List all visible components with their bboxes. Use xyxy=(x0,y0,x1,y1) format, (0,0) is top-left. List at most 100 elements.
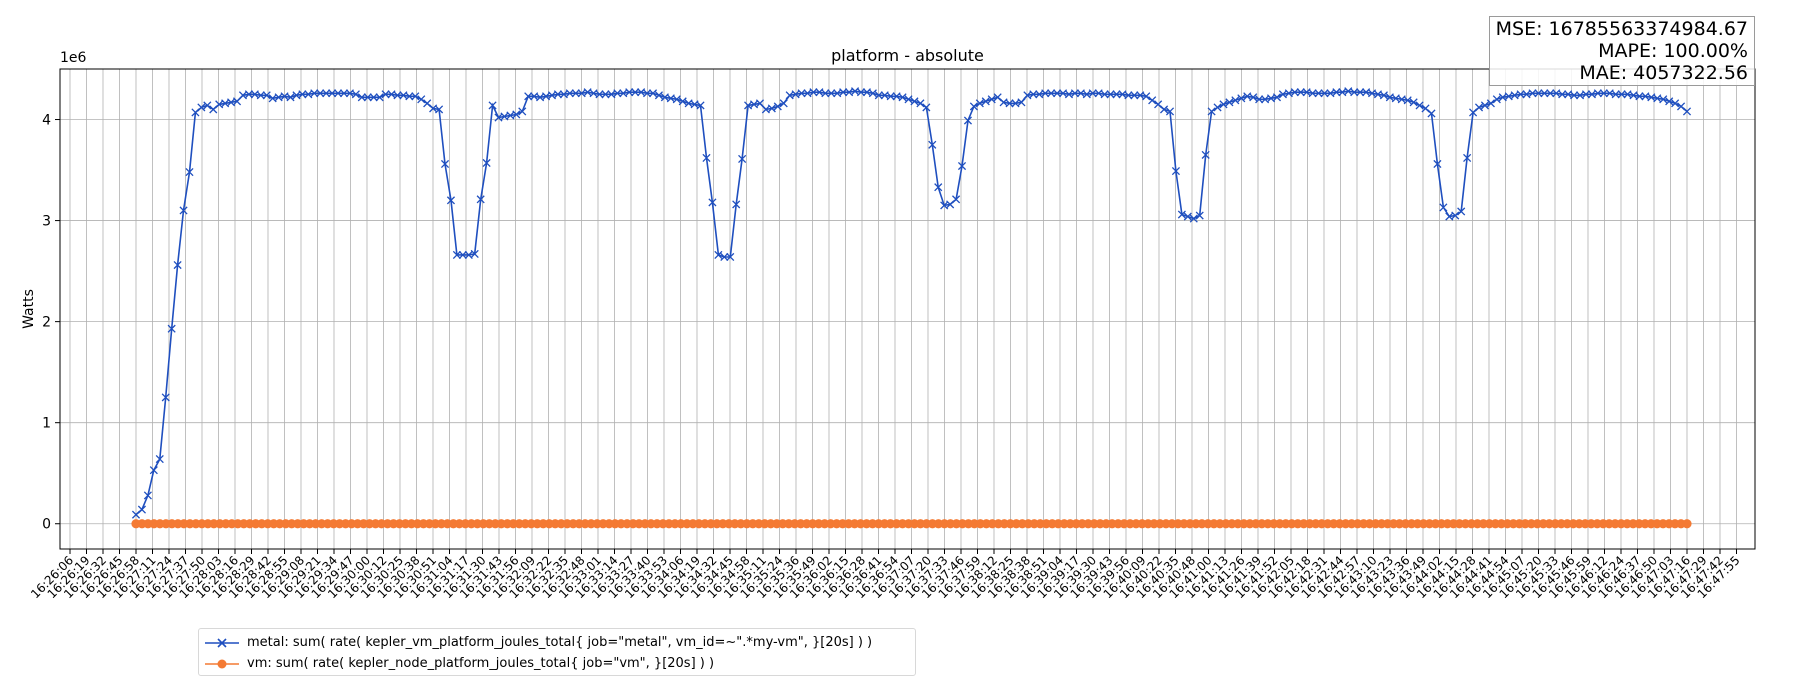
data-point-metal xyxy=(411,92,420,101)
data-point-metal xyxy=(708,198,717,207)
data-point-metal xyxy=(298,90,307,99)
data-point-metal xyxy=(155,455,164,464)
data-point-metal xyxy=(922,103,931,112)
y-tick-label: 2 xyxy=(42,315,51,331)
data-point-metal xyxy=(1480,101,1490,110)
data-point-metal xyxy=(1516,90,1525,99)
data-point-metal xyxy=(625,88,634,97)
data-point-metal xyxy=(642,89,652,98)
data-point-metal xyxy=(1189,214,1198,223)
data-point-metal xyxy=(678,97,687,106)
data-point-metal xyxy=(1124,91,1133,100)
data-point-metal xyxy=(339,89,349,98)
data-point-metal xyxy=(797,89,806,98)
data-point-metal xyxy=(1183,212,1192,221)
data-point-metal xyxy=(143,491,152,500)
data-point-metal xyxy=(286,93,295,102)
data-point-metal xyxy=(512,110,521,119)
data-point-metal xyxy=(446,196,456,205)
data-point-metal xyxy=(417,95,426,104)
data-point-metal xyxy=(934,183,943,192)
data-point-metal xyxy=(167,324,176,333)
data-point-metal xyxy=(1611,90,1620,99)
data-point-metal xyxy=(381,90,390,99)
data-point-metal xyxy=(654,91,664,100)
data-point-metal xyxy=(1053,89,1062,98)
data-point-metal xyxy=(524,92,533,101)
data-point-metal xyxy=(987,95,996,104)
data-point-metal xyxy=(1415,101,1424,110)
y-tick-label: 4 xyxy=(42,113,51,129)
grid-lines xyxy=(60,69,1755,549)
y-tick-label: 1 xyxy=(42,416,51,432)
data-point-metal xyxy=(1593,89,1602,98)
data-point-metal xyxy=(440,159,450,169)
data-point-metal xyxy=(571,89,580,98)
chart-title: platform - absolute xyxy=(831,46,984,65)
y-tick-label: 0 xyxy=(42,517,51,533)
legend-marker-x-icon xyxy=(205,637,239,648)
data-point-metal xyxy=(488,101,497,110)
legend-label-metal: metal: sum( rate( kepler_vm_platform_jou… xyxy=(247,635,873,650)
data-point-metal xyxy=(975,99,984,108)
y-tick-label: 3 xyxy=(42,214,51,230)
data-point-metal xyxy=(910,97,919,106)
data-point-metal xyxy=(405,92,414,101)
data-point-metal xyxy=(714,250,723,259)
data-point-metal xyxy=(1047,89,1056,98)
data-point-metal xyxy=(868,89,877,98)
data-point-vm xyxy=(1682,519,1692,529)
data-point-metal xyxy=(1403,96,1412,105)
data-point-metal xyxy=(1463,153,1472,162)
data-point-metal xyxy=(738,154,747,163)
data-point-metal xyxy=(482,158,491,168)
data-point-metal xyxy=(1308,89,1317,98)
data-point-metal xyxy=(648,89,658,98)
data-point-metal xyxy=(1451,211,1460,220)
data-point-metal xyxy=(767,104,776,113)
data-point-metal xyxy=(369,93,378,102)
data-point-metal xyxy=(613,89,622,98)
data-point-metal xyxy=(809,88,818,97)
data-point-metal xyxy=(672,95,681,104)
data-point-metal xyxy=(256,91,265,100)
data-point-metal xyxy=(1332,88,1341,97)
data-point-metal xyxy=(732,200,741,209)
data-point-metal xyxy=(1272,93,1282,102)
data-point-metal xyxy=(197,103,206,112)
data-point-metal xyxy=(185,168,194,177)
data-point-metal xyxy=(1165,107,1175,116)
data-point-metal xyxy=(952,195,961,204)
data-point-metal xyxy=(720,252,729,262)
y-multiplier-label: 1e6 xyxy=(60,50,87,66)
data-point-metal xyxy=(1635,92,1644,101)
data-point-metal xyxy=(363,93,372,102)
data-point-metal xyxy=(1100,90,1109,99)
data-point-metal xyxy=(1160,105,1169,114)
data-point-metal xyxy=(1486,99,1495,108)
data-point-metal xyxy=(631,88,640,97)
data-point-metal xyxy=(827,89,836,98)
data-point-metal xyxy=(203,101,212,110)
data-point-metal xyxy=(351,90,360,99)
data-point-metal xyxy=(1665,97,1674,106)
data-point-metal xyxy=(137,505,147,514)
legend-entry-metal: metal: sum( rate( kepler_vm_platform_jou… xyxy=(205,632,915,653)
data-point-metal xyxy=(963,116,973,125)
data-point-metal xyxy=(1106,90,1115,99)
data-point-metal xyxy=(1017,98,1026,107)
series-metal-markers xyxy=(131,87,1692,519)
data-point-metal xyxy=(1558,90,1567,99)
series-vm-markers xyxy=(131,519,1692,529)
data-point-metal xyxy=(1207,107,1216,116)
data-point-metal xyxy=(1112,90,1121,99)
data-point-metal xyxy=(1409,98,1418,107)
data-point-metal xyxy=(1682,107,1692,116)
data-point-metal xyxy=(1570,91,1579,100)
data-point-metal xyxy=(1219,100,1228,109)
data-point-metal xyxy=(1041,89,1050,98)
data-point-metal xyxy=(316,89,325,98)
data-point-metal xyxy=(161,393,170,402)
data-point-metal xyxy=(601,90,610,99)
